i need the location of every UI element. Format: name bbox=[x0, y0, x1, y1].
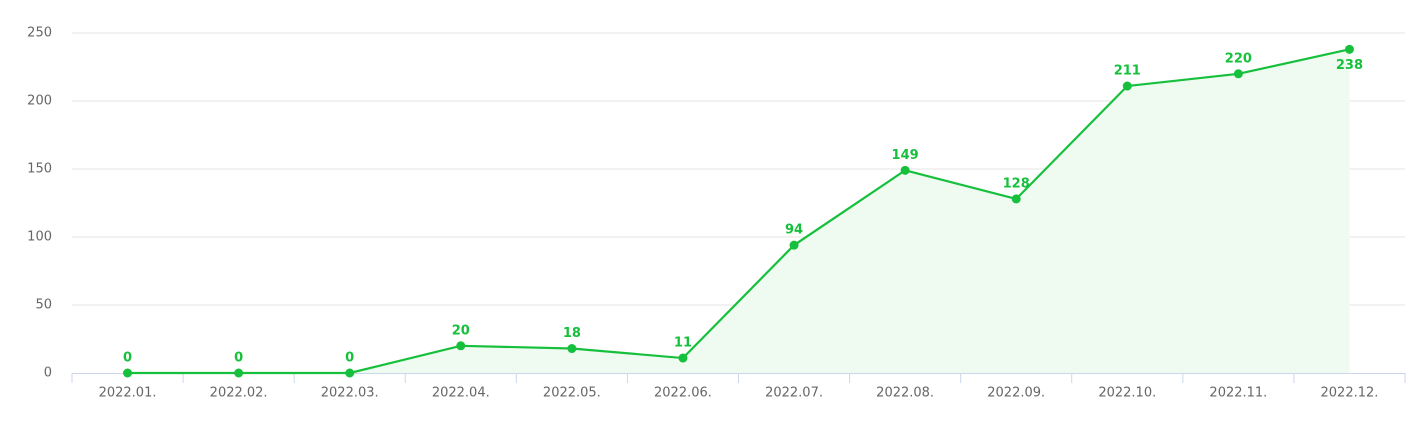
data-label: 0 bbox=[234, 351, 243, 366]
point bbox=[1122, 81, 1132, 91]
point bbox=[789, 240, 799, 250]
data-label: 211 bbox=[1114, 64, 1141, 79]
y-tick-label: 150 bbox=[27, 162, 52, 177]
data-label: 220 bbox=[1225, 51, 1252, 66]
data-label: 18 bbox=[563, 326, 581, 341]
x-tick-label: 2022.10. bbox=[1098, 386, 1156, 401]
x-tick-label: 2022.07. bbox=[765, 386, 823, 401]
data-label: 11 bbox=[674, 336, 692, 351]
x-tick-label: 2022.02. bbox=[210, 386, 268, 401]
x-tick-label: 2022.08. bbox=[876, 386, 934, 401]
x-tick-label: 2022.01. bbox=[99, 386, 157, 401]
line bbox=[127, 48, 1350, 375]
data-label: 94 bbox=[785, 223, 803, 238]
data-label: 149 bbox=[892, 148, 919, 163]
x-tick-label: 2022.03. bbox=[321, 386, 379, 401]
y-tick-label: 100 bbox=[27, 230, 52, 245]
data-label: 20 bbox=[452, 323, 470, 338]
y-tick-label: 0 bbox=[44, 366, 52, 381]
data-label: 238 bbox=[1336, 58, 1363, 73]
point bbox=[123, 368, 133, 378]
point bbox=[678, 353, 688, 363]
data-label: 128 bbox=[1003, 176, 1030, 191]
y-tick-label: 250 bbox=[27, 26, 52, 41]
point bbox=[234, 368, 244, 378]
y-tick-label: 50 bbox=[35, 298, 52, 313]
data-label: 0 bbox=[123, 351, 132, 366]
point bbox=[345, 368, 355, 378]
x-tick-label: 2022.05. bbox=[543, 386, 601, 401]
area bbox=[127, 49, 1350, 373]
point bbox=[1233, 69, 1243, 79]
point bbox=[1011, 194, 1021, 204]
x-tick-label: 2022.09. bbox=[987, 386, 1045, 401]
data-label: 0 bbox=[345, 351, 354, 366]
point bbox=[1344, 44, 1354, 54]
point bbox=[900, 165, 910, 175]
x-tick-label: 2022.06. bbox=[654, 386, 712, 401]
point bbox=[456, 341, 466, 351]
point bbox=[567, 344, 577, 354]
x-tick-label: 2022.12. bbox=[1321, 386, 1379, 401]
y-tick-label: 200 bbox=[27, 94, 52, 109]
x-tick-label: 2022.04. bbox=[432, 386, 490, 401]
x-tick-label: 2022.11. bbox=[1209, 386, 1267, 401]
